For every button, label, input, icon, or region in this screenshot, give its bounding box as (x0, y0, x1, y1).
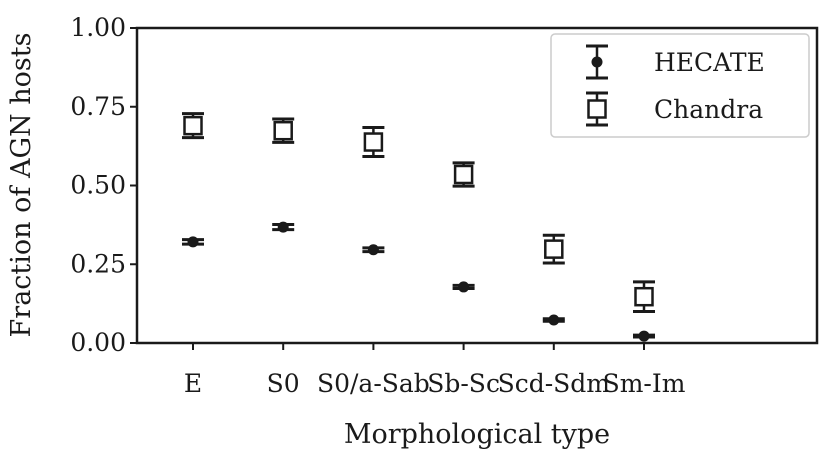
x-tick-label: Sb-Sc (427, 369, 500, 398)
chandra-point (183, 115, 203, 136)
legend-label-hecate: HECATE (654, 48, 765, 77)
y-tick-label: 1.00 (70, 13, 126, 42)
legend: HECATE Chandra (550, 33, 810, 138)
y-tick-label: 0.75 (70, 92, 126, 121)
x-tick-label: Sm-Im (603, 369, 686, 398)
x-tick-label: S0/a-Sab (317, 369, 430, 398)
y-tick-label: 0.25 (70, 249, 126, 278)
hecate-point (638, 330, 650, 342)
hecate-point (548, 314, 560, 326)
x-tick-label: Scd-Sdm (498, 369, 611, 398)
legend-marker-hecate (586, 44, 608, 80)
legend-chandra-point (587, 99, 607, 119)
legend-frame (550, 33, 810, 138)
legend-label-chandra: Chandra (654, 95, 763, 124)
hecate-point (458, 281, 470, 293)
y-tick-label: 0.00 (70, 328, 126, 357)
chandra-point (453, 164, 474, 185)
legend-hecate-point (591, 56, 603, 68)
chandra-point (273, 120, 293, 141)
hecate-point (367, 244, 379, 256)
y-axis-label: Fraction of AGN hosts (6, 33, 37, 338)
x-axis-label: Morphological type (344, 419, 610, 450)
y-tick-label: 0.50 (70, 171, 126, 200)
legend-marker-chandra (586, 91, 608, 127)
hecate-point (187, 236, 199, 248)
hecate-point (277, 221, 289, 233)
x-tick-label: E (184, 369, 202, 398)
chart-marks (182, 112, 655, 342)
chandra-point (544, 239, 564, 259)
y-axis: 0.00 0.25 0.50 0.75 1.00 (70, 13, 137, 357)
chandra-point (363, 132, 384, 152)
chandra-point (634, 286, 654, 307)
x-tick-label: S0 (267, 369, 300, 398)
